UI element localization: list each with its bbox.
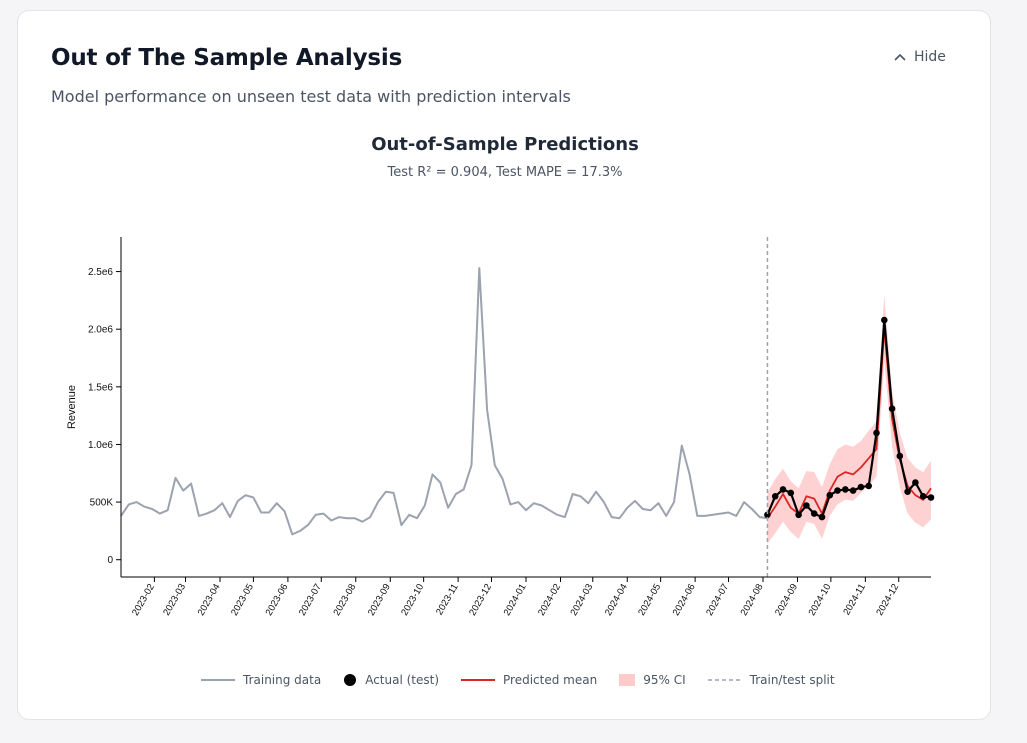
- actual-point: [896, 452, 904, 460]
- actual-point: [810, 510, 818, 517]
- x-tick-label: 2024-10: [807, 582, 834, 618]
- legend-label-training: Training data: [243, 673, 322, 687]
- y-tick-label: 0: [107, 555, 113, 566]
- x-tick-label: 2024-06: [671, 582, 698, 618]
- actual-point: [842, 486, 849, 493]
- page-title: Out of The Sample Analysis: [51, 45, 403, 71]
- x-tick-label: 2024-02: [536, 582, 563, 618]
- actual-point: [818, 513, 826, 521]
- actual-point: [904, 488, 911, 496]
- x-tick-label: 2024-04: [603, 582, 630, 618]
- legend-label-ci: 95% CI: [643, 673, 686, 687]
- actual-point: [857, 483, 865, 491]
- hide-label: Hide: [914, 49, 946, 65]
- chart-legend: Training data Actual (test) Predicted me…: [201, 673, 835, 687]
- x-tick-label: 2023-07: [297, 582, 324, 618]
- legend-swatch-actual: [344, 674, 357, 686]
- legend-swatch-predicted: [461, 679, 496, 681]
- x-tick-label: 2024-11: [841, 582, 868, 617]
- legend-swatch-split: [707, 679, 742, 681]
- actual-point: [912, 479, 919, 486]
- legend-item-split: Train/test split: [707, 673, 835, 687]
- actual-point: [771, 493, 779, 500]
- x-tick-label: 2024-09: [773, 582, 800, 618]
- legend-item-ci: 95% CI: [619, 673, 686, 687]
- x-tick-label: 2023-06: [264, 582, 291, 618]
- legend-swatch-ci: [619, 674, 636, 686]
- actual-point: [888, 405, 896, 413]
- y-tick-label: 1.0e6: [88, 440, 113, 451]
- legend-item-actual: Actual (test): [343, 673, 439, 687]
- x-tick-label: 2023-05: [229, 582, 256, 618]
- x-tick-label: 2023-04: [196, 582, 223, 618]
- y-tick-label: 2.0e6: [88, 325, 113, 336]
- x-tick-label: 2023-09: [366, 582, 393, 618]
- actual-point: [865, 482, 872, 490]
- chart-title: Out-of-Sample Predictions: [371, 134, 639, 155]
- actual-line: [766, 318, 932, 519]
- actual-point: [881, 316, 888, 324]
- actual-point: [873, 429, 880, 437]
- legend-item-training: Training data: [201, 673, 321, 687]
- x-tick-label: 2024-01: [502, 582, 529, 618]
- actual-point: [779, 486, 787, 493]
- chart-subtitle: Test R² = 0.904, Test MAPE = 17.3%: [387, 165, 623, 180]
- out-of-sample-chart: 0 500K 1.0e6 1.5e6 2.0e6 2.5e6 2023-02 2023-03 2…: [66, 237, 935, 618]
- y-tick-label: 1.5e6: [88, 382, 113, 393]
- x-tick-label: 2023-03: [161, 582, 188, 618]
- actual-point: [927, 494, 935, 501]
- ci-band: [767, 294, 931, 544]
- actual-point: [849, 487, 857, 494]
- actual-point: [834, 487, 841, 494]
- legend-item-predicted: Predicted mean: [461, 673, 597, 687]
- chevron-up-icon: [894, 53, 906, 61]
- x-tick-label: 2023-08: [331, 582, 358, 618]
- x-tick-label: 2023-02: [130, 582, 157, 618]
- actual-point: [787, 489, 795, 497]
- legend-label-split: Train/test split: [749, 673, 835, 687]
- actual-point: [919, 493, 927, 500]
- x-tick-label: 2023-11: [434, 582, 461, 617]
- actual-point: [795, 511, 802, 519]
- y-tick-label: 2.5e6: [88, 267, 113, 278]
- actual-point: [764, 511, 771, 519]
- analysis-card: Out of The Sample Analysis Model perform…: [17, 10, 991, 720]
- y-tick-label: 500K: [90, 498, 114, 509]
- page-subtitle: Model performance on unseen test data wi…: [51, 87, 571, 106]
- training-line: [120, 267, 768, 536]
- x-tick-label: 2023-10: [399, 582, 426, 618]
- y-axis-label: Revenue: [66, 385, 78, 429]
- legend-label-predicted: Predicted mean: [503, 673, 598, 687]
- legend-swatch-training: [201, 679, 235, 681]
- x-tick-label: 2024-07: [704, 582, 731, 618]
- actual-point: [803, 502, 810, 509]
- x-tick-label: 2024-08: [739, 582, 766, 618]
- x-tick-label: 2024-05: [636, 582, 663, 618]
- x-tick-label: 2024-03: [568, 582, 595, 618]
- actual-point: [826, 491, 834, 499]
- x-tick-label: 2024-12: [874, 582, 901, 618]
- hide-button[interactable]: Hide: [894, 49, 946, 65]
- legend-label-actual: Actual (test): [365, 673, 440, 687]
- x-tick-label: 2023-12: [467, 582, 494, 618]
